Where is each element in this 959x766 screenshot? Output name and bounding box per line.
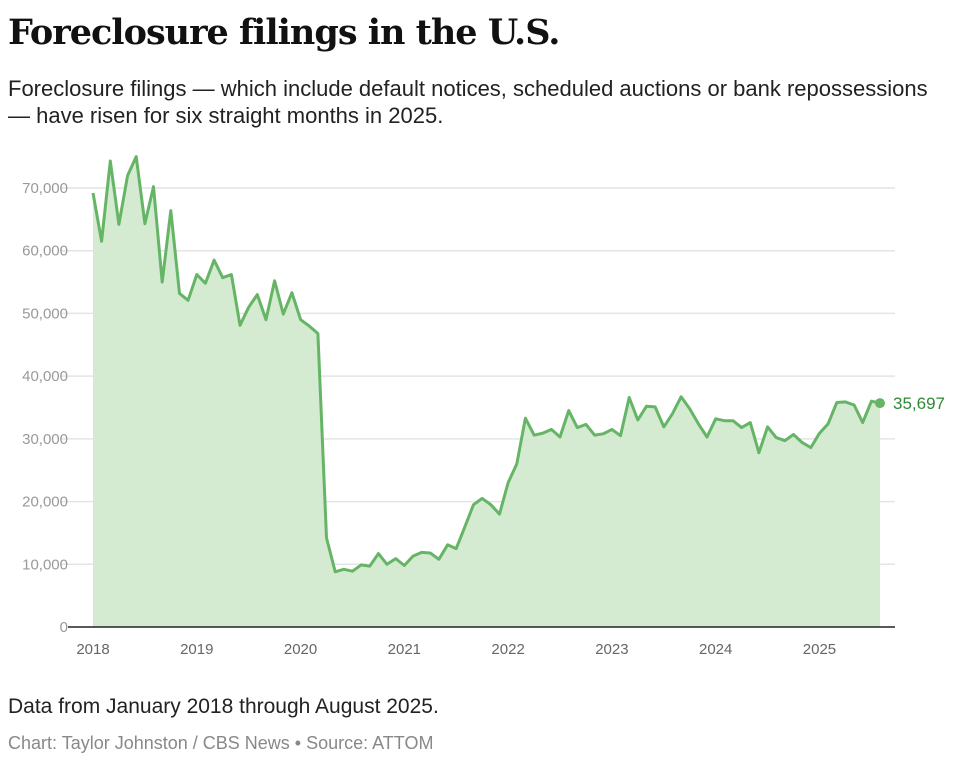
y-tick-label: 50,000 — [22, 305, 68, 322]
x-tick-label: 2019 — [180, 641, 213, 658]
x-axis-ticks: 2018 2019 2020 2021 2022 2023 2024 2025 — [76, 641, 836, 658]
x-tick-label: 2020 — [284, 641, 317, 658]
x-tick-label: 2023 — [595, 641, 628, 658]
y-tick-label: 20,000 — [22, 494, 68, 511]
x-tick-label: 2021 — [388, 641, 421, 658]
x-tick-label: 2025 — [803, 641, 836, 658]
data-note: Data from January 2018 through August 20… — [8, 695, 439, 718]
chart-subtitle: Foreclosure filings — which include defa… — [8, 76, 928, 128]
y-tick-label: 40,000 — [22, 368, 68, 385]
y-tick-label: 10,000 — [22, 556, 68, 573]
x-tick-label: 2024 — [699, 641, 732, 658]
area-fill — [93, 156, 880, 627]
chart-title: Foreclosure filings in the U.S. — [8, 12, 560, 53]
y-tick-label: 70,000 — [22, 180, 68, 197]
y-tick-label: 30,000 — [22, 431, 68, 448]
x-tick-label: 2022 — [491, 641, 524, 658]
y-tick-label: 60,000 — [22, 243, 68, 260]
end-point-label: 35,697 — [893, 394, 945, 413]
y-tick-label: 0 — [60, 619, 68, 636]
y-axis-ticks: 0 10,000 20,000 30,000 40,000 50,000 60,000 70,… — [22, 180, 68, 636]
end-point-marker — [875, 398, 885, 409]
x-tick-label: 2018 — [76, 641, 109, 658]
source-credit: Chart: Taylor Johnston / CBS News • Sour… — [8, 733, 434, 753]
series-line — [91, 155, 881, 574]
